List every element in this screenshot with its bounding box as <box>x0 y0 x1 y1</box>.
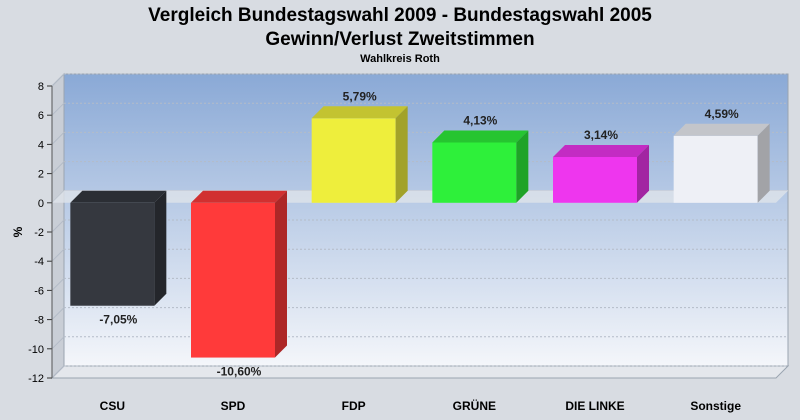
y-tick-label: 4 <box>38 139 44 151</box>
bar-top <box>311 106 408 119</box>
value-label: 3,14% <box>584 128 618 142</box>
bar <box>311 118 396 203</box>
y-tick-label: 6 <box>38 110 44 122</box>
gridline-side <box>51 219 65 233</box>
x-tick-label: GRÜNE <box>453 398 496 413</box>
bar-top <box>673 123 770 136</box>
gridline-side <box>51 102 65 116</box>
chart-caption: Wahlkreis Roth <box>360 53 440 65</box>
x-tick-label: CSU <box>100 399 125 413</box>
gridline-side <box>51 365 65 379</box>
bar-top <box>432 130 529 143</box>
gridline-side <box>51 336 65 350</box>
bar-top <box>553 144 649 157</box>
x-tick-label: FDP <box>342 399 366 413</box>
chart-subtitle: Gewinn/Verlust Zweitstimmen <box>265 29 535 50</box>
y-tick-label: 2 <box>38 169 44 181</box>
gridline-side <box>51 132 65 145</box>
bar-side <box>395 106 408 203</box>
gridline-side <box>51 307 65 320</box>
bar <box>673 135 758 203</box>
value-label: -10,60% <box>217 365 262 379</box>
y-axis-label: % <box>11 226 25 237</box>
bar-side <box>757 123 770 203</box>
y-tick-label: 8 <box>38 81 44 93</box>
value-label: -7,05% <box>99 313 137 327</box>
bar-top <box>70 190 167 203</box>
value-label: 4,13% <box>463 114 497 128</box>
bar-side <box>637 144 649 203</box>
y-tick-label: -10 <box>28 344 44 356</box>
bar <box>191 202 275 358</box>
x-tick-label: SPD <box>221 399 246 413</box>
plot-floor <box>50 365 790 379</box>
bar-side <box>275 190 287 358</box>
bar <box>70 202 155 306</box>
y-tick-label: 0 <box>38 198 44 210</box>
chart-title: Vergleich Bundestagswahl 2009 - Bundesta… <box>148 5 652 26</box>
gridline-side <box>51 278 65 291</box>
value-label: 5,79% <box>343 89 377 103</box>
y-tick-label: -4 <box>34 256 44 268</box>
bar-side <box>516 130 529 203</box>
y-tick-label: -6 <box>34 285 44 297</box>
y-tick-label: -12 <box>28 373 44 385</box>
gridline-side <box>51 161 65 174</box>
bar-side <box>154 190 167 306</box>
x-tick-label: Sonstige <box>690 399 741 413</box>
title-block: Vergleich Bundestagswahl 2009 - Bundesta… <box>0 4 800 65</box>
gridline-side <box>51 73 65 87</box>
value-label: 4,59% <box>705 107 739 121</box>
bar <box>553 156 637 203</box>
x-tick-label: DIE LINKE <box>565 399 624 413</box>
y-tick-label: -2 <box>34 227 44 239</box>
gridline-side <box>51 248 65 262</box>
y-tick-label: -8 <box>34 315 44 327</box>
bar <box>432 142 517 203</box>
bar-top <box>191 190 287 203</box>
